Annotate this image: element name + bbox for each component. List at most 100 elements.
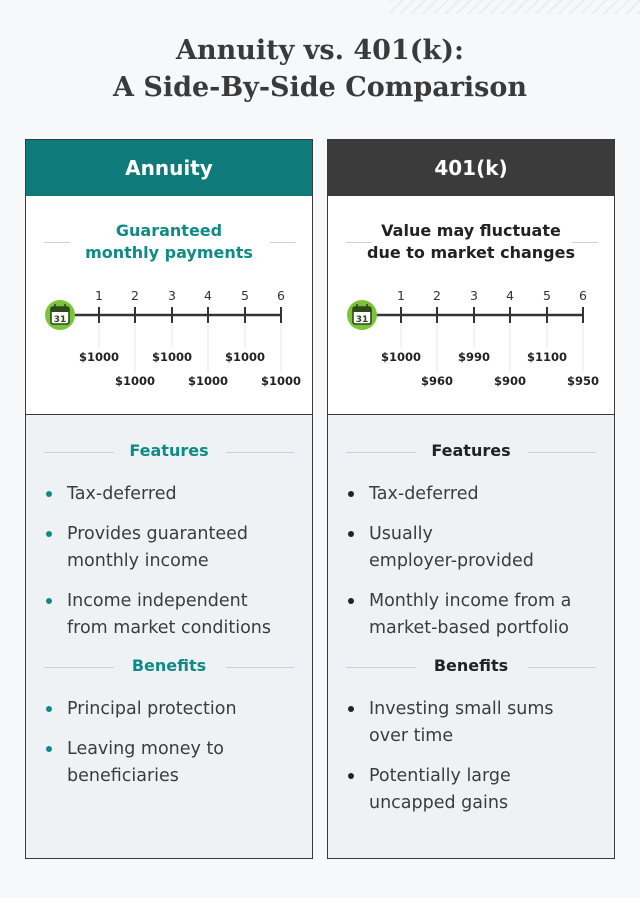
bullet-dot <box>46 531 52 537</box>
title-divider-line <box>346 242 372 243</box>
annuity-timeline-panel: Guaranteed monthly payments 31 1 $1000 2 $10… <box>26 196 312 415</box>
calendar-icon: 31 <box>347 300 377 330</box>
benefit-item: Potentially large uncapped gains <box>348 763 608 817</box>
title-divider-line <box>572 242 598 243</box>
section-divider-line <box>44 452 114 453</box>
bullet-text-line: Income independent <box>67 591 248 611</box>
k401-details-panel: Features Tax-deferred Usually employer-prov… <box>328 415 614 858</box>
annuity-payment-timeline: 31 1 $1000 2 $1000 3 $1000 4 $1000 5 $1000 6 $1000 <box>45 288 301 388</box>
k401-timeline-title-line1: Value may fluctuate <box>381 221 561 240</box>
bullet-text-line: market-based portfolio <box>369 618 569 638</box>
bullet-dot <box>46 706 52 712</box>
payment-value-label: $1000 <box>381 350 421 364</box>
payment-value-label: $1000 <box>188 374 228 388</box>
bullet-text-line: Potentially large <box>369 766 511 786</box>
timeline-tick-label: 1 <box>397 288 405 303</box>
k401-timeline-title-line2: due to market changes <box>366 243 575 262</box>
bullet-text-line: Investing small sums <box>369 699 554 719</box>
bullet-dot <box>348 491 354 497</box>
bullet-dot <box>348 598 354 604</box>
payment-value-label: $900 <box>494 374 526 388</box>
benefit-item: Principal protection <box>46 696 306 723</box>
features-heading: Features <box>129 441 209 460</box>
annuity-header: Annuity <box>26 140 312 196</box>
benefits-heading: Benefits <box>433 656 509 675</box>
bullet-text-line: Leaving money to <box>67 739 225 759</box>
bullet-text-line: Tax-deferred <box>369 484 479 504</box>
payment-value-label: $1000 <box>152 350 192 364</box>
feature-item: Usually employer-provided <box>348 521 608 575</box>
payment-value-label: $1000 <box>225 350 265 364</box>
benefit-item: Investing small sums over time <box>348 696 608 750</box>
timeline-tick-label: 3 <box>470 288 478 303</box>
title-divider-line <box>44 242 70 243</box>
section-divider-line <box>528 667 596 668</box>
bullet-dot <box>46 598 52 604</box>
payment-value-label: $990 <box>458 350 490 364</box>
section-divider-line <box>528 452 596 453</box>
k401-timeline-panel: Value may fluctuate due to market change… <box>328 196 614 415</box>
svg-text:31: 31 <box>356 315 369 325</box>
payment-value-label: $1000 <box>261 374 301 388</box>
bullet-text-line: over time <box>369 726 454 746</box>
timeline-tick-label: 2 <box>433 288 441 303</box>
calendar-icon: 31 <box>45 300 75 330</box>
k401-header: 401(k) <box>328 140 614 196</box>
timeline-tick-label: 5 <box>543 288 551 303</box>
bullet-dot <box>348 773 354 779</box>
feature-item: Tax-deferred <box>348 481 608 508</box>
feature-item: Provides guaranteed monthly income <box>46 521 306 575</box>
timeline-tick-label: 4 <box>204 288 212 303</box>
payment-value-label: $1000 <box>115 374 155 388</box>
k401-timeline-title: Value may fluctuate due to market change… <box>328 220 614 264</box>
payment-value-label: $950 <box>567 374 599 388</box>
k401-column: 401(k) Value may fluctuate due to market… <box>327 139 615 859</box>
benefits-heading: Benefits <box>131 656 207 675</box>
timeline-tick-label: 3 <box>168 288 176 303</box>
timeline-tick-label: 4 <box>506 288 514 303</box>
title-divider-line <box>270 242 296 243</box>
feature-item: Monthly income from a market-based portfo… <box>348 588 608 642</box>
svg-text:31: 31 <box>54 315 67 325</box>
page-title-line2: A Side-By-Side Comparison <box>112 72 528 103</box>
bullet-text-line: employer-provided <box>369 551 534 571</box>
annuity-details-panel: Features Tax-deferred Provides guaranteed m… <box>26 415 312 858</box>
bullet-text-line: beneficiaries <box>67 766 179 786</box>
feature-item: Income independent from market conditions <box>46 588 306 642</box>
annuity-timeline-title-line1: Guaranteed <box>115 221 223 240</box>
bullet-dot <box>46 746 52 752</box>
bullet-dot <box>348 531 354 537</box>
bullet-dot <box>348 706 354 712</box>
section-divider-line <box>44 667 114 668</box>
timeline-tick-label: 5 <box>241 288 249 303</box>
payment-value-label: $1100 <box>527 350 567 364</box>
k401-payment-timeline: 31 1 $1000 2 $960 3 $990 4 $900 5 $1100 6 $950 <box>347 288 599 388</box>
features-heading: Features <box>431 441 511 460</box>
section-divider-line <box>346 667 416 668</box>
payment-value-label: $960 <box>421 374 453 388</box>
section-divider-line <box>346 452 416 453</box>
payment-value-label: $1000 <box>79 350 119 364</box>
section-divider-line <box>226 452 294 453</box>
timeline-tick-label: 6 <box>277 288 285 303</box>
bullet-text-line: Provides guaranteed <box>67 524 248 544</box>
timeline-tick-label: 1 <box>95 288 103 303</box>
feature-item: Tax-deferred <box>46 481 306 508</box>
bullet-text-line: monthly income <box>67 551 209 571</box>
bullet-text-line: uncapped gains <box>369 793 509 813</box>
bullet-text-line: Monthly income from a <box>369 591 572 611</box>
bullet-text-line: Principal protection <box>67 699 237 719</box>
bullet-dot <box>46 491 52 497</box>
bullet-text-line: Usually <box>369 524 433 544</box>
bullet-text-line: Tax-deferred <box>67 484 177 504</box>
section-divider-line <box>226 667 294 668</box>
bullet-text-line: from market conditions <box>67 618 271 638</box>
annuity-timeline-title: Guaranteed monthly payments <box>26 220 312 264</box>
decorative-pattern <box>390 0 640 14</box>
annuity-timeline-title-line2: monthly payments <box>85 243 253 262</box>
timeline-tick-label: 2 <box>131 288 139 303</box>
page-title-line1: Annuity vs. 401(k): <box>176 35 464 66</box>
timeline-tick-label: 6 <box>579 288 587 303</box>
annuity-column: Annuity Guaranteed monthly payments 31 1 $… <box>25 139 313 859</box>
benefit-item: Leaving money to beneficiaries <box>46 736 306 790</box>
